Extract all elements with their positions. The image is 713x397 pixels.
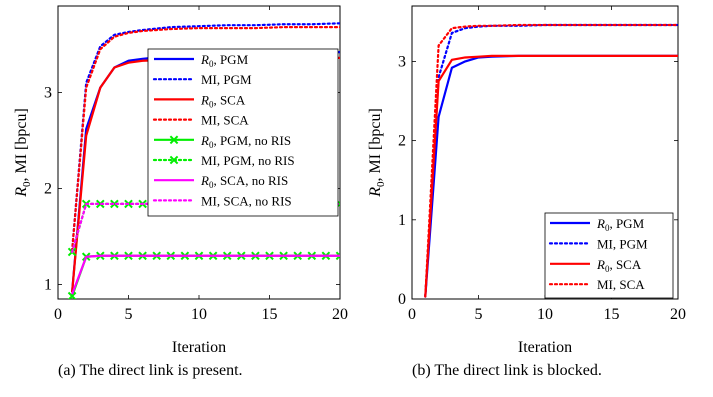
y-tick-label: 2 — [44, 181, 52, 198]
legend-label: R0, SCA — [596, 257, 642, 274]
legend-marker — [169, 155, 179, 165]
series-line-2 — [424, 54, 678, 297]
y-tick-label: 2 — [398, 133, 406, 150]
data-point-marker — [110, 199, 119, 209]
data-point-marker — [335, 251, 340, 261]
y-tick-label: 3 — [398, 53, 406, 70]
legend-box — [147, 48, 339, 217]
x-tick-label: 15 — [604, 306, 620, 323]
series-line-3 — [70, 26, 340, 253]
caption-b: (b) The direct link is blocked. — [412, 362, 602, 379]
legend-label: R0, SCA — [200, 92, 246, 109]
series-line-1 — [70, 22, 340, 253]
legend-label: R0, PGM — [200, 52, 249, 69]
y-tick-label: 1 — [44, 277, 52, 294]
legend: R0, PGM MI, PGM R0, SCA MI, SCA R0, PGM, no … — [147, 48, 339, 217]
x-tick-label: 10 — [537, 306, 553, 323]
y-tick-label: 1 — [398, 212, 406, 229]
legend-label: R0, SCA, no RIS — [200, 173, 288, 190]
legend-label: MI, PGM, no RIS — [201, 153, 295, 168]
legend: R0, PGM MI, PGM R0, SCA MI, SCA — [544, 212, 674, 299]
x-tick-label: 10 — [191, 306, 207, 323]
x-tick-label: 5 — [125, 306, 133, 323]
legend-label: MI, SCA — [597, 277, 645, 292]
legend-label: R0, PGM, no RIS — [200, 133, 291, 150]
y-axis-label: R0, MI [bpcu] — [367, 108, 387, 198]
legend-marker — [169, 135, 179, 145]
data-point-marker — [67, 291, 77, 299]
y-tick-label: 0 — [398, 291, 406, 308]
series-line-6 — [71, 254, 340, 295]
legend-label: MI, PGM — [597, 236, 648, 251]
x-tick-label: 0 — [408, 306, 416, 323]
legend-label: R0, PGM — [596, 216, 645, 233]
y-axis-label: R0, MI [bpcu] — [13, 108, 33, 198]
series-line-4 — [71, 254, 340, 297]
x-tick-label: 0 — [54, 306, 62, 323]
legend-label: MI, PGM — [201, 72, 252, 87]
plot-area — [424, 23, 678, 298]
caption-a: (a) The direct link is present. — [58, 362, 243, 379]
chart-panel-b: 0 5 10 15 20 0 1 2 3 Iteration R0, MI [bpcu] R0, PG… — [367, 5, 686, 356]
x-tick-label: 20 — [332, 306, 348, 323]
legend-label: MI, SCA — [201, 113, 249, 128]
x-tick-label: 15 — [262, 306, 278, 323]
x-tick-label: 5 — [475, 306, 483, 323]
y-tick-label: 3 — [44, 84, 52, 101]
chart-panel-a: 0 5 10 15 20 1 2 3 Iteration R0, MI [bpcu] R0, PGM… — [13, 5, 348, 356]
x-axis-label: Iteration — [172, 339, 226, 356]
x-axis-label: Iteration — [518, 339, 572, 356]
legend-label: MI, SCA, no RIS — [201, 193, 292, 208]
series-line-3 — [424, 23, 678, 298]
x-tick-label: 20 — [670, 306, 686, 323]
